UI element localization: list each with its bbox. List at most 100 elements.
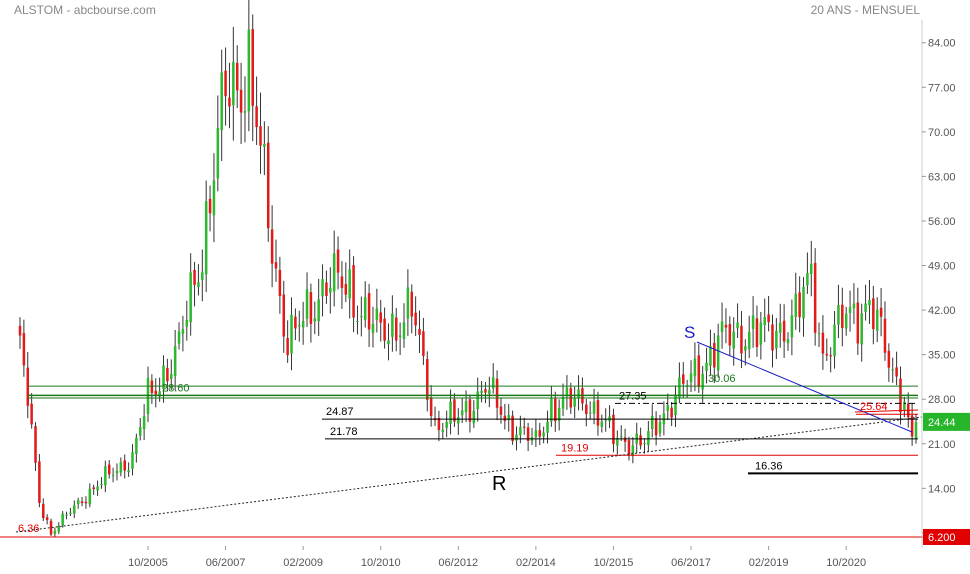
candle bbox=[204, 180, 208, 292]
candle-body bbox=[689, 373, 693, 383]
candle-body bbox=[344, 284, 348, 295]
candle bbox=[294, 308, 297, 341]
candle bbox=[720, 302, 724, 349]
candle bbox=[813, 248, 817, 346]
candle-body bbox=[903, 401, 906, 411]
level-label-19.19: 19.19 bbox=[561, 442, 589, 454]
candle bbox=[181, 315, 185, 352]
candle-body bbox=[561, 396, 565, 409]
candle-body bbox=[360, 316, 363, 318]
candle bbox=[282, 280, 286, 353]
candle-body bbox=[356, 320, 359, 322]
candle bbox=[352, 256, 355, 333]
chart-title: ALSTOM - abcbourse.com bbox=[14, 3, 156, 17]
candle-body bbox=[201, 272, 204, 281]
candle bbox=[115, 463, 119, 481]
candle-body bbox=[445, 421, 448, 428]
candle-body bbox=[833, 324, 836, 357]
candle bbox=[778, 303, 782, 348]
candle bbox=[825, 338, 829, 361]
candle-body bbox=[457, 417, 460, 424]
candle-body bbox=[127, 470, 130, 473]
candle-body bbox=[332, 253, 336, 292]
candle bbox=[208, 185, 212, 232]
candle-body bbox=[441, 429, 445, 433]
candle bbox=[49, 518, 53, 536]
candle-body bbox=[383, 318, 386, 341]
candle bbox=[585, 398, 588, 427]
candle-body bbox=[883, 318, 887, 353]
y-tick-label: 77.00 bbox=[928, 82, 956, 94]
candle bbox=[821, 315, 825, 370]
candle bbox=[480, 381, 483, 403]
candle bbox=[600, 414, 604, 433]
candle bbox=[810, 240, 813, 297]
candle bbox=[786, 332, 790, 351]
candle bbox=[740, 311, 743, 369]
candle-body bbox=[678, 377, 681, 399]
candle bbox=[146, 366, 150, 423]
axes-group: 84.00 77.00 70.00 63.00 56.00 49.00 42.00 35.00… bbox=[128, 20, 970, 569]
candle bbox=[154, 378, 158, 408]
x-tick-label: 10/2005 bbox=[128, 557, 168, 569]
candle-body bbox=[18, 325, 22, 336]
candle bbox=[189, 253, 192, 336]
candle bbox=[883, 301, 887, 361]
candle bbox=[546, 410, 549, 444]
candle bbox=[243, 76, 247, 143]
candle bbox=[197, 264, 200, 296]
candle bbox=[573, 386, 576, 418]
candle-body bbox=[379, 312, 382, 323]
candle-body bbox=[701, 373, 704, 390]
candle bbox=[767, 295, 770, 332]
candle-body bbox=[371, 323, 375, 334]
candle-body bbox=[181, 329, 185, 334]
candle bbox=[771, 314, 774, 368]
candle bbox=[732, 317, 735, 366]
candle bbox=[744, 339, 747, 366]
candle bbox=[356, 305, 359, 335]
candle-body bbox=[794, 293, 798, 317]
candle-body bbox=[154, 390, 158, 395]
candle-body bbox=[538, 430, 542, 437]
candle bbox=[406, 269, 410, 336]
candle-body bbox=[460, 410, 464, 416]
candle bbox=[747, 315, 751, 359]
candle-body bbox=[410, 291, 414, 317]
candle bbox=[817, 322, 821, 348]
x-tick-label: 06/2017 bbox=[671, 557, 711, 569]
y-tick-label: 63.00 bbox=[928, 171, 956, 183]
level-label-24.87: 24.87 bbox=[326, 406, 354, 418]
candle-body bbox=[88, 488, 92, 505]
candle-body bbox=[278, 269, 282, 297]
candle-body bbox=[476, 391, 479, 410]
candle-body bbox=[860, 313, 863, 345]
candle bbox=[228, 62, 231, 129]
candle bbox=[53, 527, 57, 538]
candle-body bbox=[220, 72, 223, 130]
candle bbox=[402, 303, 406, 348]
candle-body bbox=[398, 335, 402, 338]
candle bbox=[875, 297, 879, 343]
candle bbox=[724, 308, 728, 344]
candle bbox=[100, 476, 103, 489]
low-price-label: 6.200 bbox=[928, 532, 956, 544]
level-label-27.35: 27.35 bbox=[619, 390, 647, 402]
candle-body bbox=[604, 419, 607, 421]
candle-body bbox=[639, 435, 642, 446]
candle bbox=[561, 383, 565, 417]
candle-body bbox=[138, 426, 142, 436]
candle bbox=[394, 307, 398, 352]
candle bbox=[305, 272, 309, 327]
candle-body bbox=[80, 501, 84, 503]
candle bbox=[371, 306, 375, 348]
candle bbox=[530, 427, 534, 445]
candle-body bbox=[705, 362, 708, 371]
candle-body bbox=[810, 263, 813, 275]
candle-body bbox=[224, 70, 227, 97]
candle-body bbox=[736, 322, 739, 329]
candle bbox=[391, 295, 394, 352]
candle bbox=[329, 267, 332, 314]
candle bbox=[581, 377, 584, 411]
